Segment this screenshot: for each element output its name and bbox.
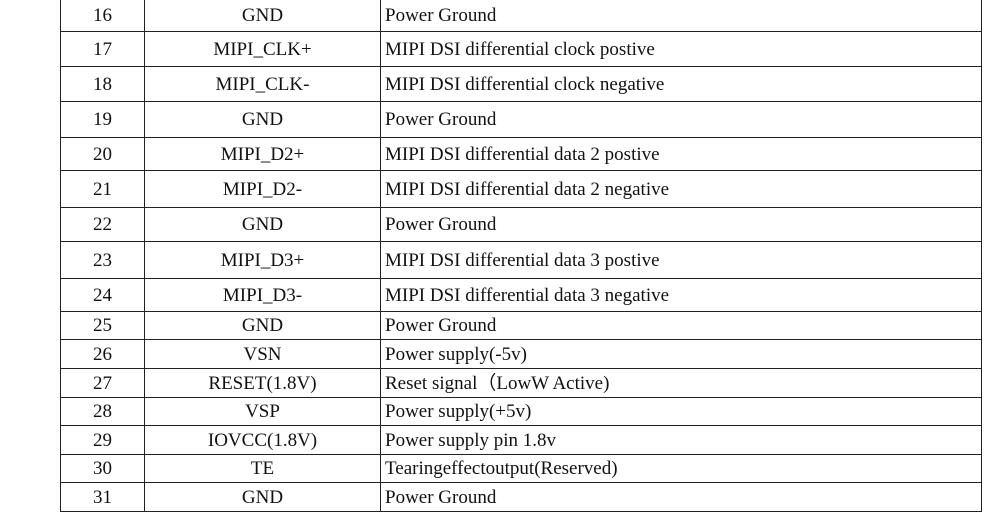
table-row: 20 MIPI_D2+ MIPI DSI differential data 2 p… <box>60 137 982 171</box>
table-row: 24 MIPI_D3- MIPI DSI differential data 3 n… <box>60 278 982 312</box>
pin-number-cell: 18 <box>60 66 145 102</box>
pin-symbol-cell: GND <box>144 0 381 32</box>
pin-number-cell: 30 <box>60 454 145 483</box>
pin-symbol-cell: MIPI_D2+ <box>144 137 381 171</box>
pin-number-cell: 27 <box>60 368 145 398</box>
pin-description-cell: Power supply pin 1.8v <box>380 425 982 455</box>
table-row: 28 VSP Power supply(+5v) <box>60 397 982 426</box>
pin-description-cell: Power Ground <box>380 207 982 242</box>
table-row: 31 GND Power Ground <box>60 482 982 512</box>
pin-symbol-cell: MIPI_D3+ <box>144 241 381 279</box>
table-row: 25 GND Power Ground <box>60 311 982 340</box>
pin-description-cell: MIPI DSI differential data 3 negative <box>380 278 982 312</box>
pin-symbol-cell: TE <box>144 454 381 483</box>
pin-symbol-cell: GND <box>144 207 381 242</box>
pin-description-cell: Power supply(-5v) <box>380 339 982 369</box>
pin-description-cell: MIPI DSI differential data 3 postive <box>380 241 982 279</box>
table-row: 21 MIPI_D2- MIPI DSI differential data 2 n… <box>60 170 982 208</box>
pin-description-cell: MIPI DSI differential data 2 postive <box>380 137 982 171</box>
pin-number-cell: 23 <box>60 241 145 279</box>
table-row: 19 GND Power Ground <box>60 101 982 138</box>
pin-description-cell: MIPI DSI differential data 2 negative <box>380 170 982 208</box>
pin-description-cell: MIPI DSI differential clock postive <box>380 31 982 67</box>
pin-description-cell: Power supply(+5v) <box>380 397 982 426</box>
table-row: 27 RESET(1.8V) Reset signal（LowW Active) <box>60 368 982 398</box>
pin-description-cell: Reset signal（LowW Active) <box>380 368 982 398</box>
table-row: 23 MIPI_D3+ MIPI DSI differential data 3 p… <box>60 241 982 279</box>
pin-symbol-cell: IOVCC(1.8V) <box>144 425 381 455</box>
pin-description-cell: Power Ground <box>380 311 982 340</box>
pin-description-cell: Power Ground <box>380 101 982 138</box>
table-row: 16 GND Power Ground <box>60 0 982 32</box>
pin-number-cell: 25 <box>60 311 145 340</box>
pin-number-cell: 19 <box>60 101 145 138</box>
pin-number-cell: 16 <box>60 0 145 32</box>
pin-number-cell: 24 <box>60 278 145 312</box>
table-row: 26 VSN Power supply(-5v) <box>60 339 982 369</box>
table-row: 30 TE Tearingeffectoutput(Reserved) <box>60 454 982 483</box>
pin-symbol-cell: GND <box>144 482 381 512</box>
pin-number-cell: 21 <box>60 170 145 208</box>
pin-number-cell: 31 <box>60 482 145 512</box>
pin-definition-table: 16 GND Power Ground 17 MIPI_CLK+ MIPI DSI dif… <box>60 0 982 512</box>
pin-symbol-cell: MIPI_D3- <box>144 278 381 312</box>
pin-symbol-cell: MIPI_CLK- <box>144 66 381 102</box>
pin-table-body: 16 GND Power Ground 17 MIPI_CLK+ MIPI DSI dif… <box>60 0 982 512</box>
pin-description-cell: Tearingeffectoutput(Reserved) <box>380 454 982 483</box>
pin-number-cell: 22 <box>60 207 145 242</box>
pin-symbol-cell: RESET(1.8V) <box>144 368 381 398</box>
pin-number-cell: 17 <box>60 31 145 67</box>
pin-description-cell: Power Ground <box>380 0 982 32</box>
pin-symbol-cell: VSN <box>144 339 381 369</box>
pin-description-cell: Power Ground <box>380 482 982 512</box>
pin-number-cell: 20 <box>60 137 145 171</box>
table-row: 18 MIPI_CLK- MIPI DSI differential clock n… <box>60 66 982 102</box>
table-row: 22 GND Power Ground <box>60 207 982 242</box>
pin-symbol-cell: MIPI_CLK+ <box>144 31 381 67</box>
pin-number-cell: 28 <box>60 397 145 426</box>
pin-symbol-cell: GND <box>144 311 381 340</box>
table-row: 29 IOVCC(1.8V) Power supply pin 1.8v <box>60 425 982 455</box>
pin-number-cell: 26 <box>60 339 145 369</box>
pin-symbol-cell: VSP <box>144 397 381 426</box>
pin-symbol-cell: MIPI_D2- <box>144 170 381 208</box>
pin-number-cell: 29 <box>60 425 145 455</box>
pin-symbol-cell: GND <box>144 101 381 138</box>
table-row: 17 MIPI_CLK+ MIPI DSI differential clock p… <box>60 31 982 67</box>
pin-description-cell: MIPI DSI differential clock negative <box>380 66 982 102</box>
